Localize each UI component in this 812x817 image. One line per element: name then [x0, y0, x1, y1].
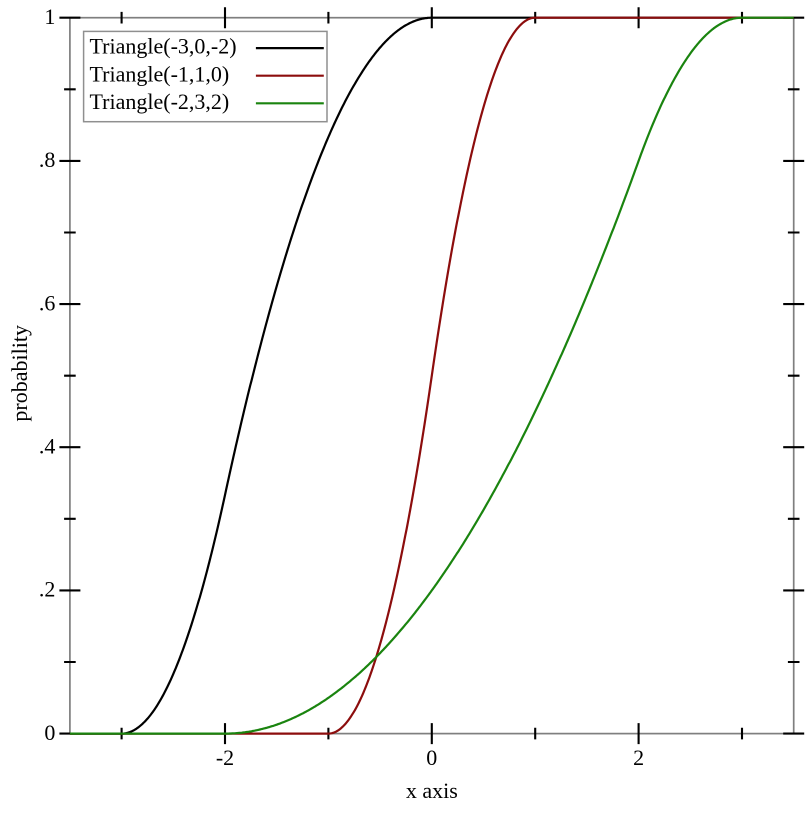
svg-text:2: 2 — [633, 745, 644, 770]
svg-text:0: 0 — [426, 745, 437, 770]
svg-text:probability: probability — [7, 325, 32, 422]
svg-text:Triangle(-2,3,2): Triangle(-2,3,2) — [90, 89, 230, 114]
svg-text:-2: -2 — [216, 745, 234, 770]
svg-text:.6: .6 — [39, 290, 56, 315]
svg-text:.4: .4 — [39, 433, 56, 458]
svg-text:.8: .8 — [39, 147, 56, 172]
svg-text:1: 1 — [44, 4, 55, 29]
svg-text:Triangle(-1,1,0): Triangle(-1,1,0) — [90, 61, 230, 86]
svg-text:.2: .2 — [39, 577, 56, 602]
svg-text:0: 0 — [44, 720, 55, 745]
svg-text:Triangle(-3,0,-2): Triangle(-3,0,-2) — [90, 34, 237, 59]
svg-text:x axis: x axis — [406, 778, 458, 803]
